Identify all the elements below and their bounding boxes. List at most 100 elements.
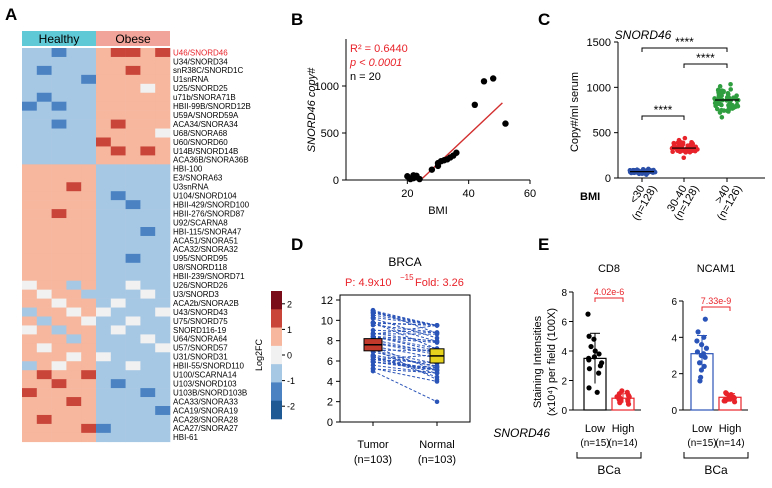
row-label: ACA51/SNORA51: [173, 236, 238, 245]
y-tick-label: 0: [605, 173, 611, 185]
heat-cell: [36, 432, 52, 443]
data-point: [728, 81, 733, 87]
group-bracket: [683, 452, 749, 459]
colorbar-tick-label: -1: [287, 376, 295, 386]
scatter-point: [453, 149, 460, 156]
heat-cell: [36, 137, 52, 147]
heat-cell: [110, 83, 126, 94]
row-label: HBI-100: [173, 165, 203, 174]
heat-cell: [155, 307, 171, 317]
row-label: U75/SNORD75: [173, 317, 228, 326]
y-tick-label: 500: [321, 128, 339, 140]
heat-cell: [51, 173, 67, 183]
heat-cell: [110, 307, 126, 317]
heat-cell: [125, 155, 141, 165]
heat-cell: [140, 101, 156, 111]
heat-cell: [155, 110, 171, 120]
scatter-point: [413, 172, 420, 179]
heat-cell: [110, 173, 126, 183]
heat-cell: [140, 137, 156, 147]
row-label: HBI-115/SNORA47: [173, 227, 242, 236]
paired-line: [372, 312, 438, 326]
heat-cell: [140, 146, 156, 156]
tumor-point: [370, 316, 376, 321]
row-label: U104/SNORD104: [173, 192, 237, 201]
heat-cell: [66, 128, 82, 138]
heat-cell: [51, 164, 67, 174]
heat-cell: [51, 191, 67, 201]
paired-line: [372, 356, 438, 374]
data-point: [716, 91, 722, 96]
heat-cell: [96, 110, 112, 120]
heat-cell: [110, 370, 126, 380]
normal-point: [434, 370, 440, 376]
heat-cell: [110, 101, 126, 111]
heat-cell: [66, 271, 82, 281]
heat-cell: [66, 218, 82, 228]
heat-cell: [22, 155, 38, 165]
y-tick-label: 0: [561, 406, 567, 417]
heat-cell: [36, 298, 52, 308]
heat-cell: [81, 432, 97, 443]
paired-line: [372, 351, 438, 368]
heat-cell: [66, 262, 82, 273]
stat-fold: Fold: 3.26: [415, 277, 464, 289]
heat-cell: [36, 101, 52, 111]
heat-cell: [81, 155, 97, 165]
heat-cell: [155, 182, 171, 192]
heat-cell: [155, 146, 171, 156]
paired-line: [372, 335, 438, 349]
row-label: U3/SNORD3: [173, 290, 219, 299]
heat-cell: [36, 325, 52, 335]
heat-cell: [96, 316, 112, 326]
stat-pvalue: p < 0.0001: [349, 57, 402, 69]
heat-cell: [22, 182, 38, 192]
heat-cell: [22, 244, 38, 255]
row-label: U60/SNORD60: [173, 138, 228, 147]
heat-cell: [66, 65, 82, 76]
heat-cell: [155, 191, 171, 201]
heat-cell: [96, 379, 112, 389]
heat-cell: [125, 325, 141, 335]
data-point: [678, 148, 684, 154]
heat-cell: [125, 48, 141, 58]
heat-cell: [140, 48, 156, 58]
tumor-point: [370, 312, 376, 318]
heat-cell: [51, 244, 67, 255]
heat-cell: [36, 289, 52, 299]
heat-cell: [51, 262, 67, 273]
heat-cell: [140, 423, 156, 434]
heat-cell: [140, 209, 156, 219]
heat-cell: [125, 388, 141, 398]
heat-cell: [140, 289, 156, 299]
row-label: HBII-99B/SNORD12B: [173, 102, 251, 111]
heat-cell: [125, 307, 141, 317]
paired-line: [372, 332, 438, 343]
heat-cell: [96, 83, 112, 94]
heat-cell: [155, 253, 171, 264]
heat-cell: [96, 101, 112, 111]
heat-cell: [51, 334, 67, 344]
heat-cell: [51, 119, 67, 129]
paired-line: [372, 309, 438, 334]
data-point: [694, 349, 701, 355]
heat-cell: [155, 280, 171, 290]
heat-cell: [36, 370, 52, 380]
data-point: [702, 354, 708, 360]
heat-cell: [36, 128, 52, 138]
heat-cell: [66, 74, 82, 85]
heat-cell: [22, 406, 38, 416]
data-point: [586, 333, 592, 339]
heat-cell: [81, 361, 97, 371]
panel-letter-b: B: [291, 10, 303, 29]
heat-cell: [81, 128, 97, 138]
heat-cell: [125, 370, 141, 380]
heat-cell: [110, 218, 126, 228]
heat-cell: [81, 414, 97, 425]
row-label: ACA33/SNORA33: [173, 397, 238, 406]
heat-cell: [110, 235, 126, 246]
data-point: [728, 87, 734, 92]
group-n-label: (n=15): [687, 438, 716, 449]
heat-cell: [22, 307, 38, 317]
heat-cell: [22, 397, 38, 407]
